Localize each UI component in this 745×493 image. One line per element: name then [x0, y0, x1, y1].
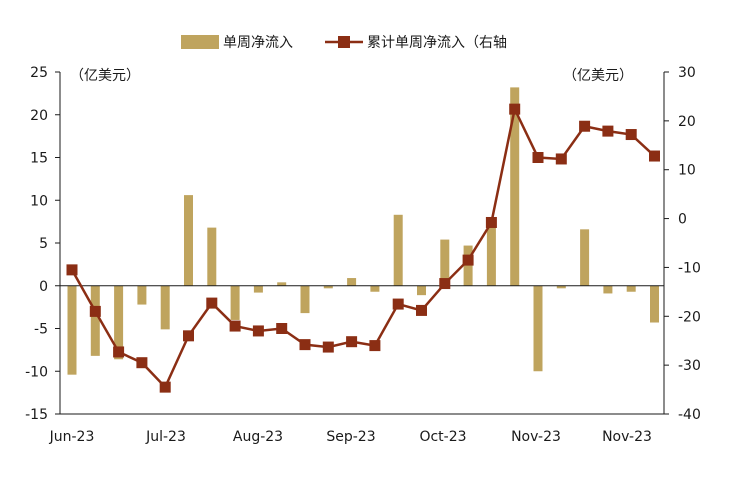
left-tick-label: -5: [34, 322, 48, 338]
bar: [230, 285, 240, 320]
left-tick-label: 20: [30, 108, 48, 124]
line-marker: [625, 129, 637, 141]
bar: [486, 221, 496, 286]
left-tick-label: -10: [25, 364, 48, 380]
left-tick-label: -15: [25, 407, 48, 423]
left-tick-label: 25: [30, 65, 48, 81]
bar: [510, 87, 520, 286]
line-marker: [392, 298, 404, 310]
x-tick-label: Nov-23: [602, 429, 652, 445]
right-tick-label: 30: [678, 65, 696, 81]
right-tick-label: -20: [678, 309, 701, 325]
bar: [300, 285, 310, 314]
line-marker: [299, 339, 311, 351]
x-axis: Jun-23 Jul-23 Aug-23 Sep-23 Oct-23 Nov-23 Nov-…: [49, 429, 652, 445]
line-marker: [66, 264, 78, 276]
bar: [67, 285, 77, 375]
bar: [650, 285, 659, 323]
line-marker: [89, 305, 101, 317]
right-tick-label: 10: [678, 163, 696, 179]
line-series: [66, 103, 660, 393]
line-marker: [532, 152, 544, 163]
line-marker: [183, 330, 194, 342]
line-marker: [602, 125, 614, 137]
bar: [184, 195, 193, 286]
bar: [347, 278, 357, 286]
bar: [393, 214, 403, 286]
bar: [463, 245, 473, 286]
right-axis: -40 -30 -20 -10 0 10 20 30: [663, 65, 701, 423]
line-marker: [229, 320, 241, 332]
line-marker: [579, 120, 591, 132]
line-marker: [555, 153, 567, 165]
bar: [580, 229, 590, 286]
legend-bar-swatch: [181, 35, 219, 49]
bar: [556, 285, 566, 289]
right-tick-label: 0: [678, 212, 687, 228]
line-marker: [322, 341, 334, 353]
bar-series: [67, 87, 659, 375]
line-marker: [252, 325, 264, 337]
bar: [440, 239, 450, 286]
x-tick-label: Sep-23: [326, 429, 375, 445]
left-tick-label: 5: [39, 236, 48, 252]
right-tick-label: -40: [678, 407, 701, 423]
left-tick-label: 15: [30, 151, 48, 167]
right-tick-label: -10: [678, 260, 701, 276]
legend-bar-label: 单周净流入: [223, 35, 293, 51]
line-marker: [649, 150, 660, 162]
x-tick-label: Oct-23: [419, 429, 466, 445]
line-marker: [509, 103, 521, 115]
bar: [626, 285, 636, 292]
bar: [137, 285, 147, 305]
right-tick-label: -30: [678, 358, 701, 374]
right-tick-label: 20: [678, 114, 696, 130]
legend: 单周净流入 累计单周净流入（右轴: [181, 35, 507, 51]
line-marker: [439, 278, 451, 290]
line-marker: [276, 323, 288, 334]
bar: [533, 285, 543, 372]
line-marker: [485, 216, 497, 228]
legend-line-label: 累计单周净流入（右轴: [367, 35, 507, 51]
axis-lines: [60, 285, 664, 415]
line-marker: [159, 381, 171, 393]
x-tick-label: Nov-23: [511, 429, 561, 445]
bar: [370, 285, 380, 292]
bar: [90, 285, 100, 356]
cumulative-line: [70, 105, 656, 390]
line-marker: [113, 346, 125, 358]
bar: [253, 285, 263, 293]
line-marker: [346, 336, 358, 348]
bar: [323, 285, 333, 289]
x-tick-label: Aug-23: [233, 429, 283, 445]
line-marker: [136, 357, 148, 369]
bar: [114, 285, 124, 360]
line-marker: [369, 340, 381, 352]
bar: [160, 285, 170, 330]
left-tick-label: 0: [39, 279, 48, 295]
left-tick-label: 10: [30, 193, 48, 209]
bar: [417, 285, 426, 296]
right-axis-unit: （亿美元）: [563, 68, 633, 84]
legend-line-marker: [338, 36, 350, 48]
left-axis: -15 -10 -5 0 5 10 15 20 25: [25, 65, 61, 423]
line-marker: [206, 297, 218, 309]
left-axis-unit: （亿美元）: [70, 68, 140, 84]
bar: [603, 285, 613, 294]
line-marker: [462, 254, 474, 266]
bar: [277, 282, 287, 286]
x-tick-label: Jun-23: [49, 429, 95, 445]
x-tick-label: Jul-23: [145, 429, 186, 445]
bar: [207, 227, 217, 286]
line-marker: [416, 304, 427, 316]
